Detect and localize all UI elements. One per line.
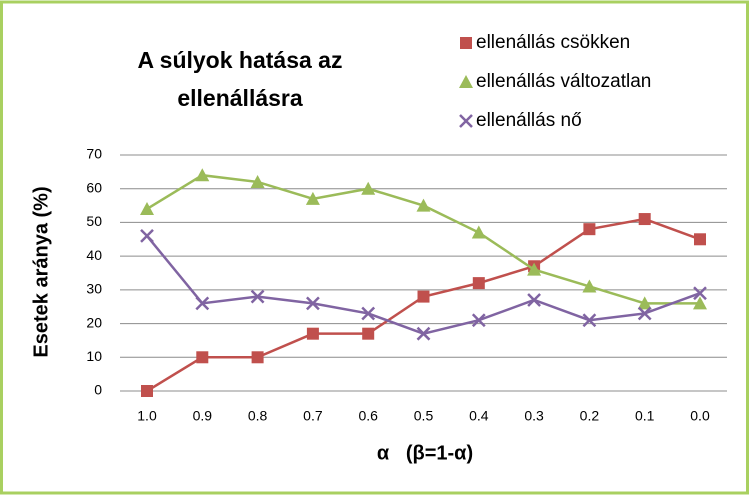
- point: [582, 279, 597, 293]
- point: [195, 168, 210, 182]
- point: [361, 181, 376, 195]
- legend-marker: [459, 75, 473, 88]
- legend-label: ellenállás csökken: [476, 32, 630, 53]
- point: [361, 306, 376, 321]
- legend-label: ellenállás nő: [476, 110, 582, 131]
- point: [250, 174, 265, 188]
- x-tick-label: 0.6: [358, 408, 378, 424]
- x-tick-label: 0.8: [248, 408, 268, 424]
- x-tick-label: 1.0: [137, 408, 157, 424]
- x-tick-label: 0.1: [635, 408, 655, 424]
- legend-marker: [460, 37, 472, 49]
- point: [527, 262, 542, 276]
- y-tick-label: 40: [86, 247, 102, 263]
- point: [306, 327, 319, 340]
- point: [306, 296, 320, 311]
- point: [638, 213, 651, 226]
- point: [195, 296, 210, 311]
- x-tick-label: 0.4: [469, 408, 489, 424]
- point: [583, 223, 596, 236]
- point: [472, 277, 485, 290]
- point: [693, 286, 707, 301]
- y-tick-label: 30: [86, 281, 102, 297]
- x-tick-label: 0.5: [414, 408, 434, 424]
- point: [250, 289, 265, 304]
- x-axis-label: α (β=1-α): [377, 442, 473, 464]
- point: [637, 306, 652, 321]
- y-tick-label: 20: [86, 314, 102, 330]
- point: [471, 313, 486, 328]
- point: [140, 201, 154, 215]
- point: [305, 191, 320, 205]
- y-axis-label: Esetek aránya (%): [30, 186, 52, 357]
- chart-title: ellenállásra: [177, 85, 303, 111]
- y-tick-label: 70: [86, 146, 102, 162]
- point: [693, 296, 707, 310]
- x-tick-label: 0.9: [193, 408, 213, 424]
- x-tick-label: 0.7: [303, 408, 323, 424]
- point: [251, 351, 264, 364]
- point: [196, 351, 209, 364]
- point: [362, 327, 375, 340]
- y-tick-label: 60: [86, 179, 102, 195]
- point: [637, 296, 652, 310]
- point: [694, 233, 706, 246]
- point: [582, 313, 597, 328]
- y-tick-label: 0: [94, 382, 102, 398]
- y-tick-label: 10: [86, 348, 102, 364]
- point: [416, 326, 431, 341]
- legend-marker: [459, 114, 473, 128]
- point: [527, 293, 541, 307]
- point: [141, 385, 153, 397]
- x-tick-label: 0.0: [690, 408, 710, 424]
- point: [416, 198, 431, 212]
- point: [140, 229, 154, 243]
- x-tick-label: 0.2: [580, 408, 600, 424]
- legend-label: ellenállás változatlan: [476, 71, 651, 92]
- chart-title: A súlyok hatása az: [138, 47, 343, 73]
- point: [417, 290, 430, 303]
- point: [471, 225, 486, 239]
- y-tick-label: 50: [86, 213, 102, 229]
- x-tick-label: 0.3: [524, 408, 544, 424]
